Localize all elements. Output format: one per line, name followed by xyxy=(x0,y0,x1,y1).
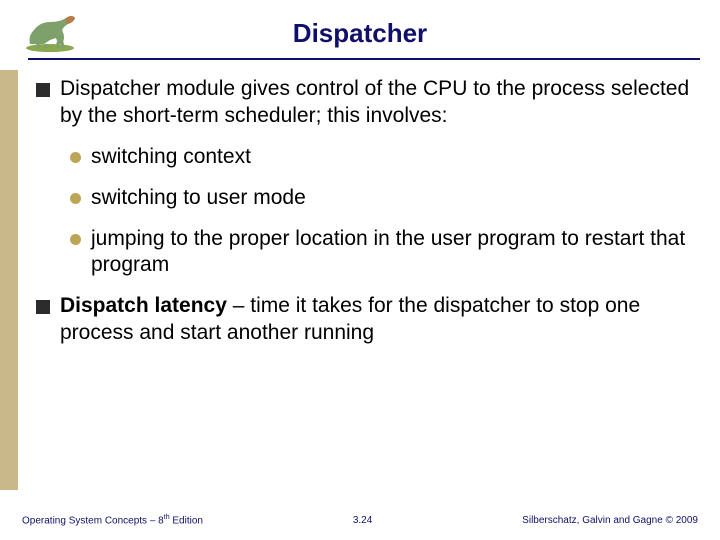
bullet-level1: Dispatch latency – time it takes for the… xyxy=(36,293,692,347)
footer: Operating System Concepts – 8th Edition … xyxy=(0,514,720,526)
dot-bullet-icon xyxy=(70,234,81,245)
bullet-level1: Dispatcher module gives control of the C… xyxy=(36,76,692,130)
footer-left: Operating System Concepts – 8th Edition xyxy=(22,514,203,526)
content-area: Dispatcher module gives control of the C… xyxy=(36,76,692,361)
slide: Dispatcher Dispatcher module gives contr… xyxy=(0,0,720,540)
square-bullet-icon xyxy=(36,83,50,97)
bullet-text: Dispatcher module gives control of the C… xyxy=(60,76,692,130)
bullet-text: Dispatch latency – time it takes for the… xyxy=(60,293,692,347)
dinosaur-logo xyxy=(20,8,80,53)
left-sidebar-stripe xyxy=(0,70,18,490)
bullet-level2: jumping to the proper location in the us… xyxy=(70,226,692,280)
bold-term: Dispatch latency xyxy=(60,294,227,317)
dot-bullet-icon xyxy=(70,193,81,204)
title-underline xyxy=(28,58,700,60)
footer-left-a: Operating System Concepts – 8 xyxy=(22,515,164,526)
bullet-text: jumping to the proper location in the us… xyxy=(91,226,692,280)
bullet-text: switching context xyxy=(91,144,251,171)
footer-right: Silberschatz, Galvin and Gagne © 2009 xyxy=(522,515,698,526)
square-bullet-icon xyxy=(36,300,50,314)
bullet-level2: switching context xyxy=(70,144,692,171)
dot-bullet-icon xyxy=(70,152,81,163)
footer-left-b: Edition xyxy=(170,515,203,526)
footer-center: 3.24 xyxy=(353,515,372,526)
bullet-text: switching to user mode xyxy=(91,185,306,212)
slide-title: Dispatcher xyxy=(0,0,720,57)
bullet-level2: switching to user mode xyxy=(70,185,692,212)
